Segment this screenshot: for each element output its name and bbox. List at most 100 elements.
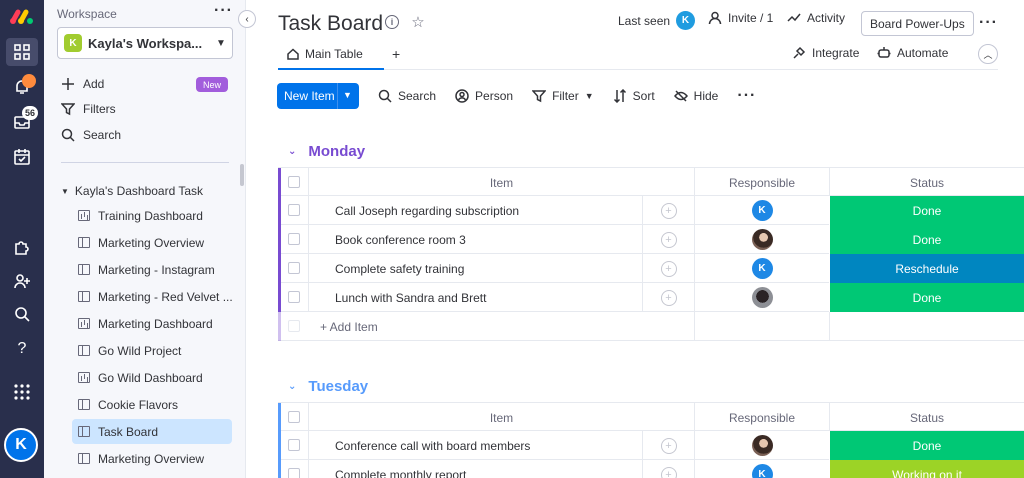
sidebar-board-item[interactable]: Marketing Dashboard — [72, 311, 232, 336]
filter-button[interactable]: Filter ▼ — [532, 89, 594, 103]
product-switcher-icon[interactable] — [6, 378, 38, 406]
item-name[interactable]: Lunch with Sandra and Brett — [308, 283, 642, 312]
workspace-options-icon[interactable]: ··· — [214, 2, 233, 19]
activity-button[interactable]: Activity — [787, 11, 845, 25]
integrations-puzzle-icon[interactable] — [6, 232, 38, 260]
table-row[interactable]: Complete monthly report + K Working on it — [278, 460, 1024, 478]
status-label[interactable]: Done — [829, 283, 1024, 312]
sidebar-board-item[interactable]: Go Wild Dashboard — [72, 365, 232, 390]
table-row[interactable]: Book conference room 3 + Done — [278, 225, 1024, 254]
responsible-photo-avatar[interactable] — [751, 287, 773, 308]
sidebar-board-item[interactable]: Go Wild Project — [72, 338, 232, 363]
sidebar-board-item[interactable]: Marketing - Red Velvet ... — [72, 284, 233, 309]
collapse-header-button[interactable]: ︿ — [978, 44, 998, 64]
help-icon[interactable]: ? — [17, 340, 27, 357]
info-icon[interactable]: i — [384, 14, 400, 30]
column-header-status[interactable]: Status — [829, 403, 1024, 432]
filters-button[interactable]: Filters — [61, 102, 116, 116]
last-seen[interactable]: Last seen K — [618, 11, 696, 30]
hide-button[interactable]: Hide — [673, 89, 718, 103]
table-row[interactable]: Lunch with Sandra and Brett + Done — [278, 283, 1024, 312]
responsible-avatar[interactable]: K — [751, 258, 773, 279]
responsible-cell[interactable]: K — [694, 254, 829, 283]
table-row[interactable]: Complete safety training + K Reschedule — [278, 254, 1024, 283]
column-header-status[interactable]: Status — [829, 168, 1024, 197]
search-button[interactable]: Search — [378, 89, 436, 103]
item-name[interactable]: Complete safety training — [308, 254, 642, 283]
user-avatar[interactable]: K — [4, 428, 38, 462]
sidebar-board-item[interactable]: Task Board — [72, 419, 232, 444]
status-label[interactable]: Done — [829, 196, 1024, 225]
row-checkbox[interactable] — [288, 233, 300, 245]
sidebar-board-item[interactable]: Marketing - Instagram — [72, 257, 232, 282]
automate-button[interactable]: Automate — [877, 46, 948, 60]
responsible-cell[interactable]: K — [694, 460, 829, 478]
sort-button[interactable]: Sort — [613, 89, 655, 103]
add-view-button[interactable]: + — [392, 46, 401, 62]
chevron-down-icon[interactable]: ⌄ — [288, 146, 297, 157]
more-options-icon[interactable]: ··· — [979, 14, 998, 31]
add-item-input[interactable]: + Add Item — [320, 320, 378, 334]
column-header-responsible[interactable]: Responsible — [694, 168, 829, 197]
notifications-bell-icon[interactable] — [6, 73, 38, 101]
sidebar-scrollbar[interactable] — [240, 164, 244, 186]
responsible-avatar[interactable]: K — [751, 200, 773, 221]
add-update-button[interactable]: + — [642, 254, 694, 283]
add-update-button[interactable]: + — [642, 460, 694, 478]
apps-grid-icon[interactable] — [6, 38, 38, 66]
add-button[interactable]: Add — [61, 77, 104, 91]
responsible-photo-avatar[interactable] — [751, 229, 773, 250]
column-header-responsible[interactable]: Responsible — [694, 403, 829, 432]
responsible-cell[interactable] — [694, 283, 829, 312]
group-title-tuesday[interactable]: ⌄ Tuesday — [288, 378, 368, 395]
add-update-button[interactable]: + — [642, 283, 694, 312]
more-toolbar-options-icon[interactable]: ··· — [737, 87, 757, 104]
status-label[interactable]: Done — [829, 431, 1024, 460]
inbox-icon[interactable]: 56 — [6, 106, 38, 136]
workspace-selector[interactable]: K Kayla's Workspa... ▼ — [57, 27, 233, 59]
chevron-down-icon[interactable]: ▼ — [343, 90, 352, 100]
monday-logo-icon[interactable] — [8, 6, 36, 28]
collapse-sidebar-button[interactable]: ‹ — [238, 10, 256, 28]
responsible-photo-avatar[interactable] — [751, 435, 773, 456]
table-row[interactable]: Conference call with board members + Done — [278, 431, 1024, 460]
search-icon[interactable] — [6, 300, 38, 328]
star-icon[interactable]: ☆ — [411, 14, 425, 31]
select-all-checkbox[interactable] — [288, 176, 300, 188]
responsible-cell[interactable]: K — [694, 196, 829, 225]
row-checkbox[interactable] — [288, 204, 300, 216]
row-checkbox[interactable] — [288, 262, 300, 274]
board-power-ups-button[interactable]: Board Power-Ups — [861, 11, 974, 36]
item-name[interactable]: Conference call with board members — [308, 431, 642, 460]
sidebar-search-button[interactable]: Search — [61, 128, 121, 142]
select-all-checkbox[interactable] — [288, 411, 300, 423]
folder-header[interactable]: ▼ Kayla's Dashboard Task — [61, 184, 203, 198]
add-update-button[interactable]: + — [642, 431, 694, 460]
column-header-item[interactable]: Item — [308, 168, 694, 197]
new-item-button[interactable]: New Item ▼ — [277, 83, 359, 109]
sidebar-board-item[interactable]: Cookie Flavors — [72, 392, 232, 417]
my-work-calendar-icon[interactable] — [6, 143, 38, 171]
responsible-cell[interactable] — [694, 431, 829, 460]
sidebar-board-item[interactable]: Marketing Overview — [72, 446, 232, 471]
add-update-button[interactable]: + — [642, 196, 694, 225]
person-filter-button[interactable]: Person — [455, 89, 513, 103]
row-checkbox[interactable] — [288, 468, 300, 478]
item-name[interactable]: Call Joseph regarding subscription — [308, 196, 642, 225]
responsible-cell[interactable] — [694, 225, 829, 254]
integrate-button[interactable]: Integrate — [792, 46, 859, 60]
add-update-button[interactable]: + — [642, 225, 694, 254]
add-item-row[interactable]: + Add Item — [278, 312, 1024, 341]
row-checkbox[interactable] — [288, 291, 300, 303]
status-label[interactable]: Reschedule — [829, 254, 1024, 283]
invite-button[interactable]: Invite / 1 — [708, 11, 773, 25]
status-label[interactable]: Working on it — [829, 460, 1024, 478]
item-name[interactable]: Book conference room 3 — [308, 225, 642, 254]
row-checkbox[interactable] — [288, 439, 300, 451]
sidebar-board-item[interactable]: Marketing Overview — [72, 230, 232, 255]
sidebar-board-item[interactable]: Training Dashboard — [72, 203, 232, 228]
table-row[interactable]: Call Joseph regarding subscription + K Done — [278, 196, 1024, 225]
column-header-item[interactable]: Item — [308, 403, 694, 432]
responsible-avatar[interactable]: K — [751, 464, 773, 478]
status-label[interactable]: Done — [829, 225, 1024, 254]
